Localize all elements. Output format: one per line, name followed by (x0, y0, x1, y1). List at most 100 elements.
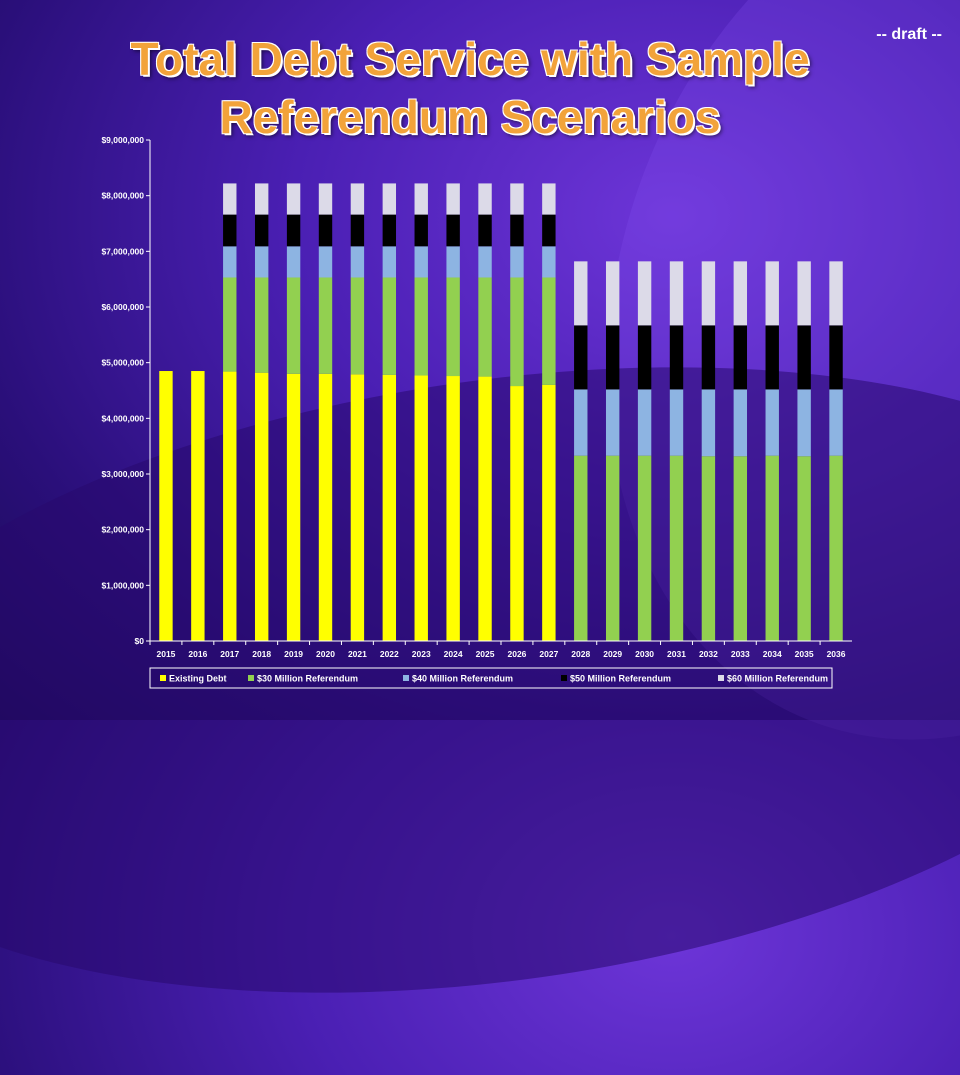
bar-segment (223, 277, 237, 372)
bar-segment (414, 277, 428, 376)
draft-label: -- draft -- (876, 26, 942, 43)
bar-segment (446, 183, 460, 215)
y-tick-label: $5,000,000 (101, 358, 144, 368)
x-tick-label: 2030 (635, 649, 654, 659)
bar-segment (765, 455, 779, 641)
bar-segment (701, 261, 716, 326)
bar-segment (829, 389, 843, 456)
bar-segment (510, 246, 524, 278)
y-tick-label: $3,000,000 (101, 469, 144, 479)
bar-segment (733, 456, 748, 641)
bar-segment (223, 371, 237, 641)
x-tick-label: 2024 (444, 649, 463, 659)
x-tick-label: 2036 (827, 649, 846, 659)
bar-segment (254, 183, 269, 215)
x-tick-label: 2018 (252, 649, 271, 659)
bar-segment (223, 246, 237, 278)
bar-segment (797, 389, 811, 457)
bar-segment (510, 386, 524, 641)
y-tick-label: $2,000,000 (101, 525, 144, 535)
bar-segment (318, 246, 333, 278)
bar-segment (669, 325, 684, 390)
bar-segment (414, 375, 428, 641)
legend-box (149, 667, 833, 689)
x-tick-label: 2020 (316, 649, 335, 659)
y-tick-label: $9,000,000 (101, 135, 144, 145)
bar-segment (637, 261, 652, 326)
bar-segment (797, 456, 811, 641)
debt-service-chart: $0 $1,000,000 $2,000,000 $3,000,000 $4,000,0… (101, 135, 852, 689)
bar-segment (446, 246, 460, 278)
bar-segment (478, 376, 492, 641)
x-tick-label: 2027 (539, 649, 558, 659)
bar-segment (510, 214, 524, 247)
x-tick-label: 2028 (571, 649, 590, 659)
bar-segment (542, 384, 556, 641)
y-tick-label: $7,000,000 (101, 246, 144, 256)
legend-label: $40 Million Referendum (412, 674, 513, 684)
bar-segment (446, 277, 460, 377)
x-tick-label: 2021 (348, 649, 367, 659)
y-tick-label: $1,000,000 (101, 580, 144, 590)
legend-swatch (718, 675, 724, 681)
bar-segment (159, 371, 173, 641)
bar-segment (574, 325, 588, 390)
bar-segment (254, 246, 269, 278)
bar-segment (191, 371, 205, 641)
chart-title: Total Debt Service with Sample Referendu… (130, 33, 810, 143)
bar-segment (286, 183, 301, 215)
legend-label: $60 Million Referendum (727, 674, 828, 684)
bar-segment (733, 389, 748, 457)
bar-segment (605, 389, 620, 456)
bar-segment (765, 261, 779, 326)
y-tick-label: $0 (135, 636, 145, 646)
x-tick-label: 2031 (667, 649, 686, 659)
bar-segment (350, 183, 365, 215)
bar-segment (223, 183, 237, 215)
bar-segment (382, 183, 397, 215)
bar-segment (574, 389, 588, 456)
bar-segment (542, 246, 556, 278)
legend-swatch (403, 675, 409, 681)
bar-segment (254, 277, 269, 373)
x-axis: 2015 2016 2017 2018 2019 2020 2021 2022 2023 2024… (149, 640, 852, 659)
bar-segment (637, 325, 652, 390)
x-tick-label: 2035 (795, 649, 814, 659)
bar-segment (669, 455, 684, 641)
bar-segment (733, 261, 748, 326)
x-tick-label: 2023 (412, 649, 431, 659)
bar-segment (350, 374, 365, 641)
bar-segment (478, 183, 492, 215)
bar-segment (797, 261, 811, 326)
bar-segment (478, 214, 492, 247)
bar-segment (286, 214, 301, 247)
x-tick-label: 2029 (603, 649, 622, 659)
bar-segment (542, 183, 556, 215)
bar-segment (829, 455, 843, 641)
bar-segment (765, 325, 779, 390)
x-tick-label: 2034 (763, 649, 782, 659)
y-axis: $0 $1,000,000 $2,000,000 $3,000,000 $4,000,0… (101, 135, 151, 646)
bar-segment (382, 214, 397, 247)
bar-segment (829, 261, 843, 326)
x-tick-label: 2019 (284, 649, 303, 659)
bar-segment (414, 246, 428, 278)
bar-segment (286, 373, 301, 641)
bar-segment (350, 246, 365, 278)
x-tick-label: 2017 (220, 649, 239, 659)
x-tick-label: 2022 (380, 649, 399, 659)
bar-segment (478, 277, 492, 377)
bar-segment (478, 246, 492, 278)
bar-segment (318, 277, 333, 374)
bar-segment (254, 214, 269, 247)
bar-segment (733, 325, 748, 390)
bar-segment (414, 183, 428, 215)
bar-segment (350, 214, 365, 247)
y-tick-label: $4,000,000 (101, 413, 144, 423)
bar-segment (669, 261, 684, 326)
bar-segment (637, 389, 652, 456)
bar-segment (254, 372, 269, 641)
bar-segment (574, 455, 588, 641)
bar-segment (701, 456, 716, 641)
x-tick-label: 2016 (188, 649, 207, 659)
